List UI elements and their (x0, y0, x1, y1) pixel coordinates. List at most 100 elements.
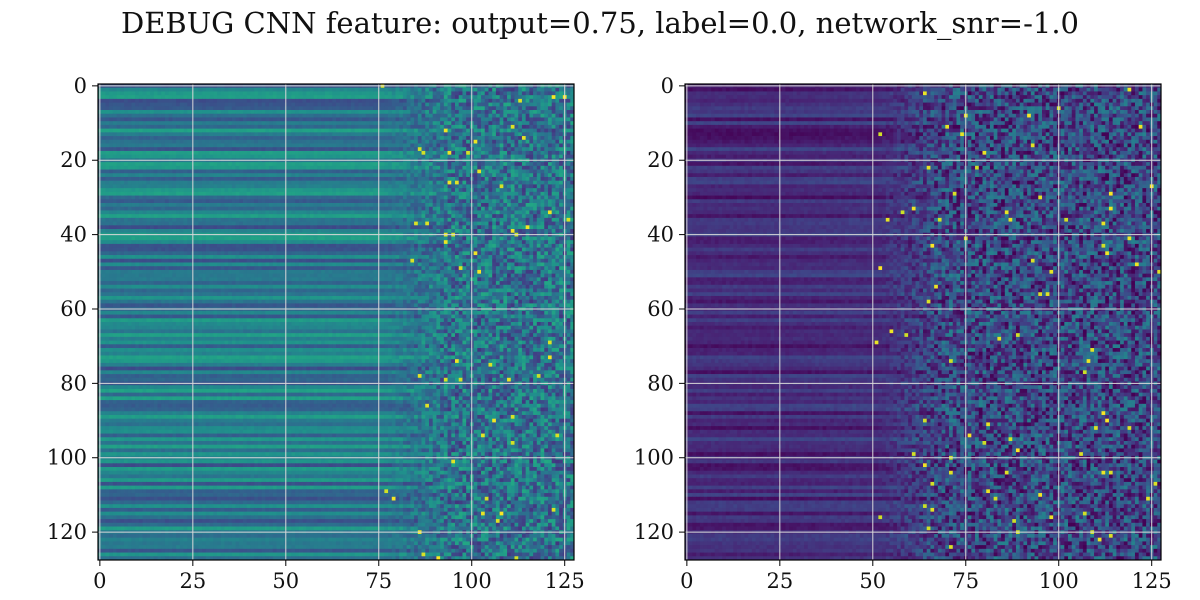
heatmap-cell (410, 136, 415, 141)
heatmap-cell (321, 221, 326, 226)
heatmap-cell (135, 124, 140, 130)
heatmap-cell (135, 203, 140, 208)
heatmap-cell (239, 184, 244, 189)
heatmap-cell (425, 203, 430, 208)
heatmap-cell (507, 217, 512, 222)
heatmap-cell (399, 113, 404, 118)
heatmap-cell (521, 199, 527, 204)
heatmap-cell (384, 95, 389, 100)
heatmap-cell (183, 162, 188, 167)
heatmap-cell (257, 191, 263, 196)
heatmap-cell (350, 154, 355, 159)
heatmap-cell (153, 191, 158, 196)
heatmap-cell (529, 117, 534, 122)
heatmap-cell (146, 143, 151, 148)
heatmap-cell (343, 121, 348, 126)
heatmap-cell (428, 95, 434, 100)
heatmap-cell (414, 150, 419, 156)
heatmap-cell (388, 184, 393, 189)
heatmap-cell (150, 169, 155, 174)
heatmap-cell (116, 191, 121, 196)
heatmap-cell (272, 217, 277, 222)
heatmap-cell (492, 121, 497, 126)
heatmap-cell (265, 136, 270, 141)
heatmap-cell (321, 210, 326, 215)
heatmap-cell (217, 214, 222, 219)
heatmap-cell (261, 214, 266, 219)
heatmap-cell (525, 162, 530, 167)
heatmap-cell (265, 184, 270, 189)
heatmap-cell (172, 176, 177, 182)
heatmap-cell (265, 124, 270, 130)
heatmap-cell (302, 184, 307, 189)
heatmap-cell (477, 188, 482, 193)
heatmap-cell (495, 195, 501, 200)
heatmap-cell (116, 217, 121, 222)
heatmap-cell (135, 210, 140, 215)
heatmap-cell (555, 102, 560, 107)
heatmap-cell (209, 143, 214, 148)
heatmap-cell (406, 87, 411, 92)
heatmap-cell (317, 203, 322, 208)
heatmap-cell (194, 91, 199, 96)
heatmap-cell (235, 162, 240, 167)
heatmap-cell (540, 176, 545, 182)
heatmap-cell (272, 136, 277, 141)
heatmap-cell (488, 102, 493, 107)
heatmap-cell (559, 147, 564, 152)
heatmap-cell (495, 165, 501, 170)
heatmap-cell (365, 169, 370, 174)
heatmap-cell (440, 150, 445, 156)
heatmap-cell (499, 214, 504, 219)
heatmap-cell (365, 203, 370, 208)
heatmap-cell (402, 98, 408, 103)
heatmap-cell (458, 176, 463, 182)
heatmap-cell (510, 117, 515, 122)
heatmap-cell (254, 117, 259, 122)
heatmap-cell (150, 191, 155, 196)
heatmap-cell (280, 132, 285, 137)
heatmap-cell (551, 217, 556, 222)
heatmap-cell (436, 154, 441, 159)
heatmap-cell (339, 169, 344, 174)
heatmap-cell (213, 188, 218, 193)
heatmap-cell (551, 87, 556, 92)
heatmap-cell (559, 221, 564, 226)
heatmap-cell (231, 214, 236, 219)
heatmap-cell (566, 124, 571, 130)
heatmap-cell (243, 184, 248, 189)
heatmap-cell (112, 136, 117, 141)
heatmap-cell (414, 147, 419, 152)
heatmap-cell (309, 132, 315, 137)
heatmap-cell (257, 217, 263, 222)
heatmap-cell (443, 221, 448, 226)
heatmap-cell (462, 203, 467, 208)
heatmap-cell (495, 169, 501, 174)
heatmap-cell (410, 154, 415, 159)
heatmap-cell (443, 165, 448, 170)
heatmap-cell (120, 102, 125, 107)
heatmap-cell (146, 225, 151, 230)
heatmap-cell (518, 165, 523, 170)
heatmap-cell (529, 203, 534, 208)
heatmap-cell (362, 210, 367, 215)
heatmap-cell (380, 206, 385, 211)
heatmap-cell (336, 150, 341, 156)
heatmap-cell (533, 188, 538, 193)
heatmap-cell (369, 121, 374, 126)
heatmap-cell (324, 206, 329, 211)
heatmap-cell (466, 214, 471, 219)
heatmap-cell (503, 206, 508, 211)
heatmap-cell (417, 150, 422, 156)
heatmap-cell (495, 91, 501, 96)
heatmap-cell (164, 132, 170, 137)
heatmap-cell (443, 214, 448, 219)
heatmap-cell (295, 176, 300, 182)
heatmap-cell (384, 225, 389, 230)
heatmap-cell (179, 95, 184, 100)
heatmap-cell (313, 206, 318, 211)
heatmap-cell (395, 217, 400, 222)
heatmap-cell (362, 191, 367, 196)
heatmap-cell (354, 87, 359, 92)
heatmap-cell (287, 203, 292, 208)
